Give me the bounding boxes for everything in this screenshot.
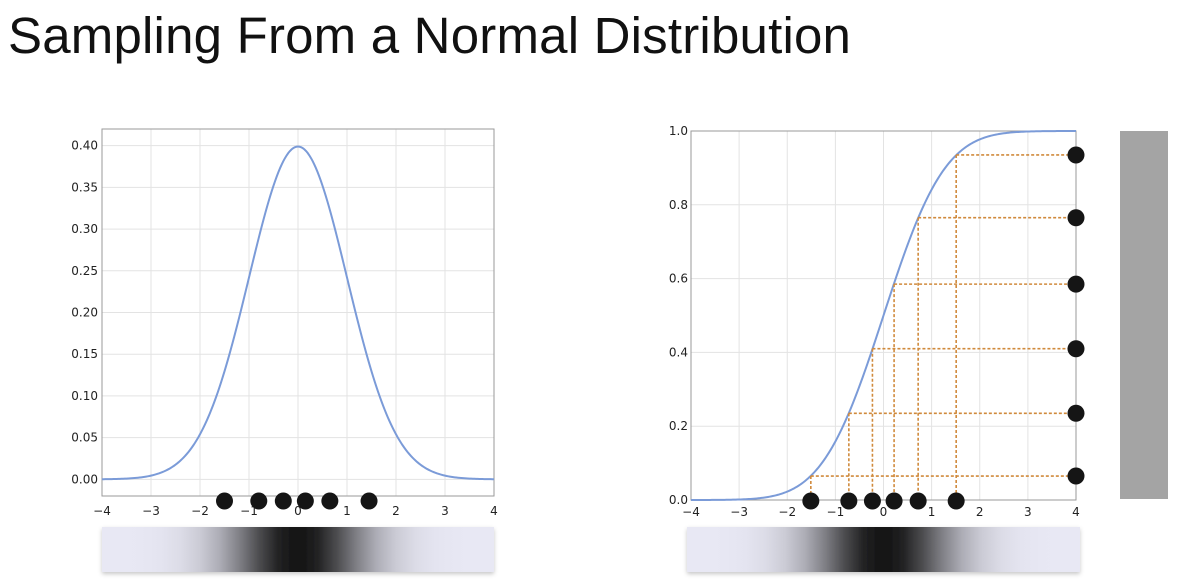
cdf-sample-point bbox=[802, 492, 820, 510]
cdf-y-tick-label: 1.0 bbox=[669, 124, 688, 138]
cdf-uniform-point bbox=[1067, 467, 1085, 485]
pdf-x-tick-label: 1 bbox=[343, 504, 351, 518]
pdf-grid bbox=[101, 129, 495, 496]
cdf-sample-point bbox=[947, 492, 965, 510]
cdf-x-tick-label: −2 bbox=[778, 505, 796, 519]
cdf-tick-labels: −4 −3 −2 −1 0 1 2 3 4 0.0 0.2 0.4 0.6 0.8 1.0 bbox=[669, 124, 1080, 519]
cdf-uniform-point bbox=[1067, 404, 1085, 422]
cdf-x-tick-label: 3 bbox=[1024, 505, 1032, 519]
pdf-y-tick-label: 0.25 bbox=[71, 264, 98, 278]
pdf-y-tick-label: 0.40 bbox=[71, 139, 98, 153]
cdf-x-tick-label: −4 bbox=[682, 505, 700, 519]
pdf-y-tick-label: 0.30 bbox=[71, 222, 98, 236]
pdf-x-tick-label: 2 bbox=[392, 504, 400, 518]
pdf-tick-labels: −4 −3 −2 −1 0 1 2 3 40.000.050.100.150.200.250.3… bbox=[71, 139, 498, 518]
cdf-sample-point bbox=[885, 492, 903, 510]
pdf-plot-frame bbox=[101, 128, 495, 497]
pdf-sample-point bbox=[216, 492, 233, 510]
cdf-sample-point bbox=[840, 492, 858, 510]
pdf-x-tick-label: 0 bbox=[294, 504, 302, 518]
pdf-x-tick-label: −4 bbox=[93, 504, 111, 518]
cdf-y-tick-label: 0.6 bbox=[669, 272, 688, 286]
cdf-x-tick-label: 0 bbox=[880, 505, 888, 519]
cdf-x-tick-label: 2 bbox=[976, 505, 984, 519]
cdf-uniform-point bbox=[1067, 340, 1085, 358]
cdf-y-tick-label: 0.2 bbox=[669, 419, 688, 433]
cdf-sample-point bbox=[909, 492, 927, 510]
cdf-uniform-point bbox=[1067, 146, 1085, 164]
cdf-y-tick-label: 0.4 bbox=[669, 345, 688, 359]
cdf-x-tick-label: 1 bbox=[928, 505, 936, 519]
pdf-sample-point bbox=[274, 492, 292, 510]
cdf-y-tick-label: 0.8 bbox=[669, 198, 688, 212]
cdf-sample-points bbox=[802, 146, 1085, 510]
cdf-guide-lines bbox=[810, 154, 1076, 500]
pdf-sample-point bbox=[321, 492, 339, 510]
pdf-sample-point bbox=[250, 492, 268, 510]
pdf-x-tick-label: −3 bbox=[142, 504, 160, 518]
pdf-x-tick-label: 3 bbox=[441, 504, 449, 518]
pdf-y-tick-label: 0.35 bbox=[71, 180, 98, 194]
cdf-chart: −4 −3 −2 −1 0 1 2 3 4 0.0 0.2 0.4 0.6 0.8 1.0 bbox=[669, 124, 1168, 572]
pdf-sample-point bbox=[296, 492, 314, 510]
cdf-curve bbox=[691, 130, 1076, 501]
pdf-x-tick-label: 4 bbox=[490, 504, 498, 518]
cdf-y-tick-label: 0.0 bbox=[669, 493, 688, 507]
pdf-density-strip bbox=[102, 527, 494, 572]
cdf-x-tick-label: −1 bbox=[827, 505, 845, 519]
pdf-y-tick-label: 0.05 bbox=[71, 431, 98, 445]
pdf-y-tick-label: 0.00 bbox=[71, 472, 98, 486]
pdf-y-tick-label: 0.20 bbox=[71, 306, 98, 320]
pdf-x-tick-label: −2 bbox=[191, 504, 209, 518]
cdf-x-tick-label: −3 bbox=[730, 505, 748, 519]
pdf-y-tick-label: 0.15 bbox=[71, 347, 98, 361]
pdf-sample-point bbox=[360, 492, 378, 510]
pdf-y-tick-label: 0.10 bbox=[71, 389, 98, 403]
slide-title: Sampling From a Normal Distribution bbox=[8, 7, 852, 64]
uniform-bar bbox=[1120, 131, 1168, 499]
cdf-plot-frame bbox=[690, 130, 1077, 501]
pdf-sample-points bbox=[216, 492, 378, 510]
cdf-x-tick-label: 4 bbox=[1072, 505, 1080, 519]
cdf-density-strip bbox=[687, 527, 1080, 572]
cdf-sample-point bbox=[863, 492, 881, 510]
pdf-chart: −4 −3 −2 −1 0 1 2 3 40.000.050.100.150.200.250.3… bbox=[71, 128, 498, 572]
cdf-uniform-point bbox=[1067, 275, 1085, 293]
cdf-uniform-point bbox=[1067, 209, 1085, 227]
pdf-curve bbox=[101, 145, 495, 481]
